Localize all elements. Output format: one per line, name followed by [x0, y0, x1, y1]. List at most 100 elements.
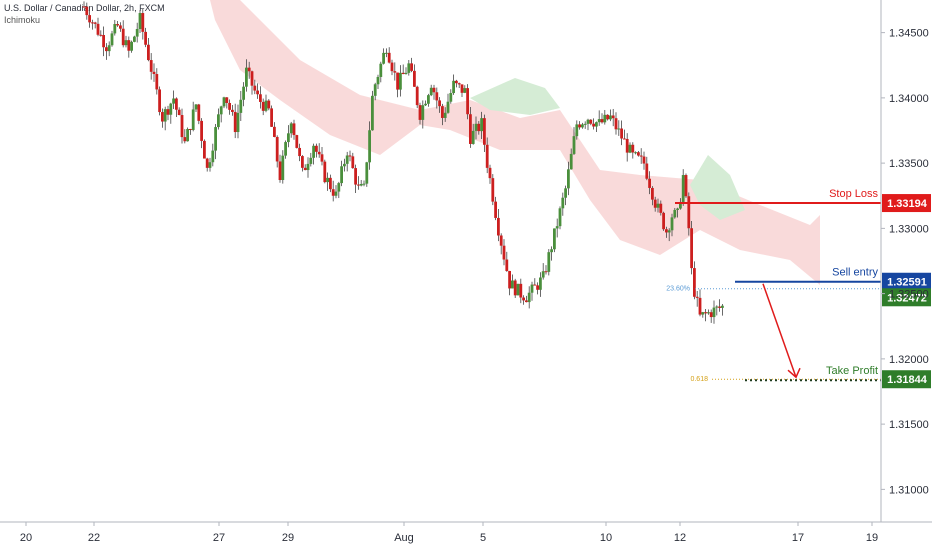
candle	[695, 290, 699, 307]
candle-body	[578, 124, 581, 128]
last-price-tag-box	[882, 288, 931, 307]
candle	[278, 154, 282, 183]
candle	[701, 311, 705, 318]
last-price-tag: 1.32472	[882, 288, 931, 307]
candle-body	[631, 144, 635, 153]
candle	[376, 74, 380, 90]
candle	[513, 278, 517, 299]
candle	[357, 176, 360, 190]
candle	[180, 108, 184, 144]
price-tick-label: 1.32000	[889, 354, 929, 366]
candle-body	[399, 72, 402, 90]
candle-body	[390, 62, 394, 72]
candle	[567, 161, 570, 196]
candle-body	[334, 191, 338, 196]
candle	[110, 30, 114, 47]
candle-body	[609, 115, 612, 120]
candle	[642, 151, 646, 170]
candle	[530, 281, 534, 301]
stop-loss-price-tag: 1.33194	[882, 194, 931, 213]
candle	[219, 105, 223, 123]
candle	[693, 261, 696, 300]
candle-body	[471, 130, 475, 144]
candle-body	[561, 197, 565, 209]
candle-body	[404, 72, 408, 75]
candle-body	[343, 163, 346, 167]
candle	[553, 228, 556, 253]
candle	[105, 43, 108, 60]
candle	[323, 159, 327, 184]
candle-body	[231, 109, 234, 112]
candle-body	[449, 93, 453, 102]
sell-entry-price-tag-text: 1.32591	[887, 277, 927, 289]
candle-body	[113, 24, 117, 34]
candle	[435, 87, 439, 109]
candle	[623, 129, 626, 140]
candle	[539, 272, 542, 297]
candle-body	[135, 28, 139, 37]
candle-body	[485, 144, 489, 168]
candle-body	[583, 123, 587, 125]
candle	[544, 265, 548, 275]
time-tick-label: 29	[282, 532, 294, 544]
candle	[124, 35, 128, 48]
candle-body	[250, 71, 254, 86]
candle-body	[721, 305, 724, 308]
candle-body	[124, 40, 128, 46]
candle-body	[544, 271, 548, 273]
candle	[637, 150, 640, 157]
candle-body	[298, 147, 301, 157]
candle-body	[438, 100, 441, 107]
candle	[177, 107, 181, 116]
candle-body	[508, 270, 511, 289]
candle	[205, 157, 209, 172]
candle	[130, 40, 133, 53]
time-tick-label: 17	[792, 532, 804, 544]
candle	[508, 270, 511, 296]
candle-body	[275, 136, 279, 162]
candle-body	[379, 63, 383, 77]
candle-body	[387, 52, 391, 63]
candle-body	[670, 217, 674, 231]
candle-body	[166, 109, 170, 115]
candle	[393, 62, 397, 81]
candle-body	[264, 100, 268, 111]
candle-body	[365, 162, 369, 184]
candle-body	[256, 90, 259, 95]
candle-body	[401, 72, 405, 75]
candle-body	[606, 114, 609, 120]
candle	[558, 206, 562, 230]
candle-body	[261, 101, 265, 111]
candle-body	[133, 36, 136, 42]
candle	[550, 246, 553, 261]
candle-body	[85, 6, 89, 16]
candle	[121, 20, 125, 48]
candle	[373, 82, 377, 101]
candle-body	[600, 119, 604, 123]
candle-body	[653, 199, 657, 208]
candle-body	[413, 70, 416, 87]
candle-body	[292, 123, 296, 136]
candle-body	[152, 71, 156, 75]
candle	[569, 148, 573, 170]
candle-body	[435, 92, 439, 101]
candle	[653, 196, 657, 212]
candle	[427, 93, 430, 107]
candle-body	[323, 161, 327, 183]
candle	[387, 47, 391, 64]
candle-body	[169, 103, 173, 115]
candle-body	[407, 63, 411, 73]
candle	[119, 22, 122, 32]
candle-body	[480, 118, 483, 132]
candle	[281, 150, 285, 184]
candle-body	[502, 245, 506, 260]
candle-body	[623, 138, 626, 140]
candle-body	[158, 89, 161, 113]
candle	[715, 305, 719, 316]
candle	[606, 114, 609, 121]
candle	[107, 41, 111, 57]
candle	[287, 125, 290, 148]
candle	[673, 207, 677, 219]
